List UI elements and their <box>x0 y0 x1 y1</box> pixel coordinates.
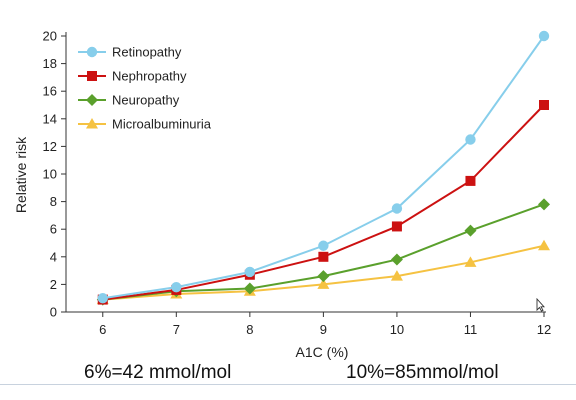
data-point-nephropathy <box>318 251 329 262</box>
data-point-retinopathy <box>244 266 256 278</box>
y-tick-label: 8 <box>50 194 57 209</box>
data-point-retinopathy <box>171 281 182 293</box>
y-tick-label: 16 <box>43 84 57 99</box>
footnote-right: 10%=85mmol/mol <box>346 362 499 383</box>
y-tick-label: 6 <box>50 222 57 237</box>
y-tick-label: 12 <box>43 139 57 154</box>
y-tick-label: 14 <box>43 111 57 126</box>
y-tick-label: 20 <box>43 29 57 44</box>
data-point-microalbuminuria <box>538 239 550 251</box>
legend-label-microalbuminuria: Microalbuminuria <box>112 117 212 132</box>
data-point-microalbuminuria <box>317 278 330 289</box>
data-point-retinopathy <box>538 30 550 42</box>
y-tick-label: 10 <box>43 167 57 182</box>
legend-marker-retinopathy <box>86 46 98 58</box>
y-tick-label: 0 <box>50 305 57 320</box>
data-point-neuropathy <box>390 253 403 266</box>
data-point-nephropathy <box>539 100 549 110</box>
data-point-retinopathy <box>391 203 403 214</box>
x-axis-title: A1C (%) <box>296 344 349 360</box>
data-point-retinopathy <box>465 134 476 145</box>
x-tick-label: 9 <box>320 322 327 337</box>
legend-label-nephropathy: Nephropathy <box>112 69 187 84</box>
legend-label-neuropathy: Neuropathy <box>112 93 180 108</box>
x-tick-label: 7 <box>173 322 180 337</box>
legend-marker-microalbuminuria <box>86 118 98 129</box>
y-tick-label: 18 <box>43 56 57 71</box>
x-tick-label: 8 <box>246 322 253 337</box>
y-tick-label: 4 <box>50 249 57 264</box>
data-point-neuropathy <box>538 198 550 211</box>
data-point-microalbuminuria <box>464 256 477 267</box>
data-point-retinopathy <box>97 293 108 304</box>
x-tick-label: 11 <box>464 322 478 337</box>
data-point-neuropathy <box>464 224 477 237</box>
data-point-nephropathy <box>391 221 402 232</box>
data-point-nephropathy <box>465 175 476 186</box>
x-tick-label: 10 <box>390 322 404 337</box>
data-point-retinopathy <box>318 240 329 251</box>
mouse-cursor-icon <box>536 298 545 312</box>
x-tick-label: 12 <box>537 322 551 337</box>
y-axis-title: Relative risk <box>13 136 29 213</box>
footnote-left: 6%=42 mmol/mol <box>84 362 232 383</box>
legend-label-retinopathy: Retinopathy <box>112 45 182 60</box>
y-tick-label: 2 <box>50 277 57 292</box>
data-point-neuropathy <box>317 270 330 283</box>
data-point-neuropathy <box>243 282 256 295</box>
bottom-divider <box>0 384 576 385</box>
legend-marker-nephropathy <box>87 71 97 81</box>
legend-marker-neuropathy <box>86 94 98 106</box>
x-tick-label: 6 <box>99 322 106 337</box>
data-point-microalbuminuria <box>390 270 403 281</box>
